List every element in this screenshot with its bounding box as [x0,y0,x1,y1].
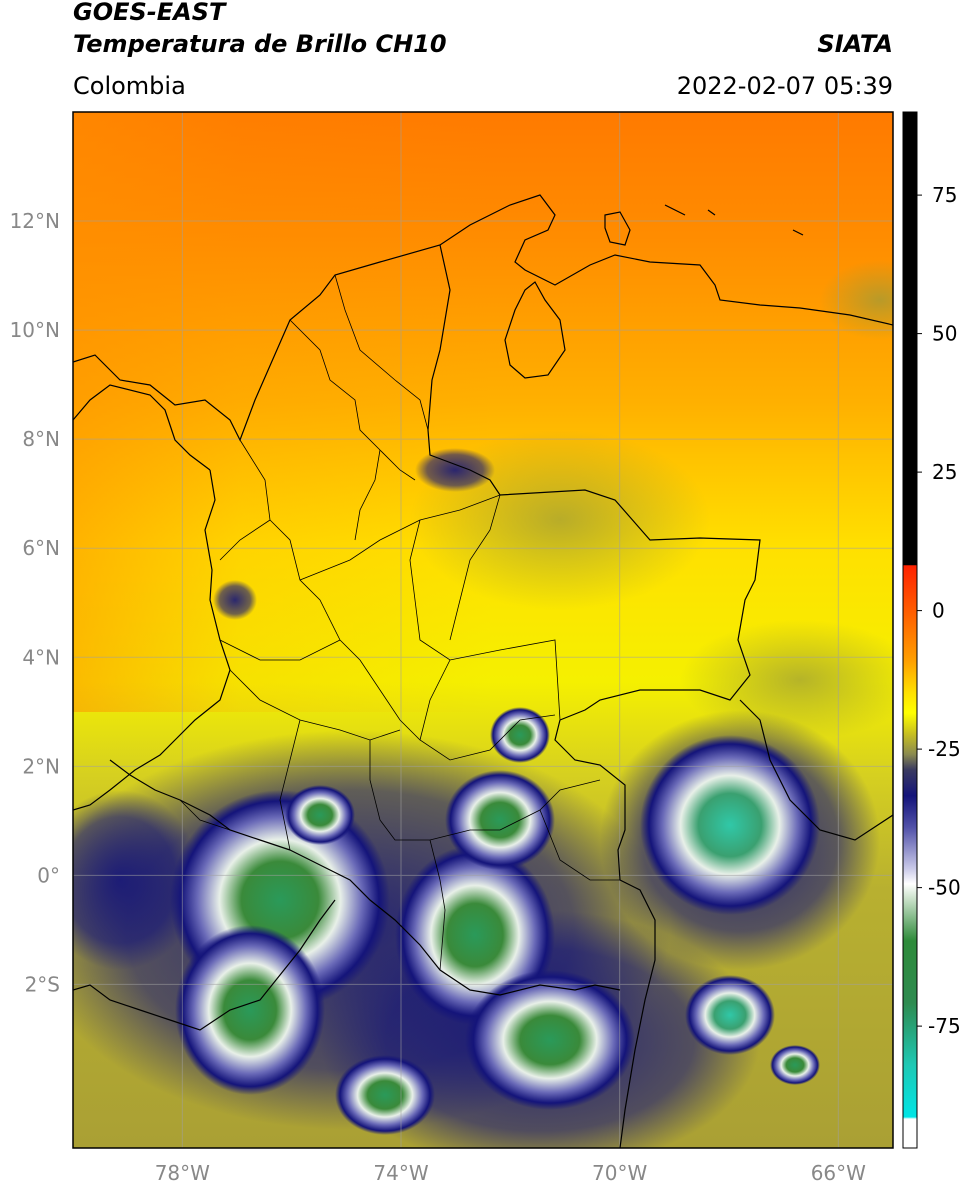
timestamp: 2022-02-07 05:39 [676,72,893,100]
colorbar-tick-label: 50 [932,322,957,346]
colorbar-tick-label: -75 [928,1014,961,1038]
colorbar-tick-label: -50 [928,876,961,900]
lat-tick-label: 2°N [22,754,60,778]
lon-tick-label: 78°W [155,1161,210,1185]
colorbar-ticks: 75 50 25 0 -25 -50 -75 [917,183,961,1038]
colorbar-tick-label: 75 [932,183,957,207]
department-borders [179,274,620,971]
colorbar-tick-label: 0 [932,599,945,623]
lat-tick-label: 2°S [25,972,60,996]
graticule [73,112,893,1148]
lat-tick-label: 12°N [10,209,60,233]
lon-tick-label: 66°W [811,1161,866,1185]
product-title: Temperatura de Brillo CH10 [73,30,447,58]
latitude-labels: 12°N 10°N 8°N 6°N 4°N 2°N 0° 2°S [10,209,60,996]
longitude-labels: 78°W 74°W 70°W 66°W [155,1161,866,1185]
brand-label: SIATA [817,30,893,58]
colorbar: 75 50 25 0 -25 -50 -75 [902,111,961,1149]
lat-tick-label: 4°N [22,645,60,669]
colorbar-tick-label: 25 [932,460,957,484]
lat-tick-label: 10°N [10,318,60,342]
satellite-title: GOES-EAST [73,0,226,26]
lat-tick-label: 8°N [22,427,60,451]
lat-tick-label: 6°N [22,536,60,560]
colorbar-tick-label: -25 [928,737,961,761]
lat-tick-label: 0° [37,863,60,887]
region-label: Colombia [73,72,186,100]
lon-tick-label: 70°W [592,1161,647,1185]
map-frame [72,111,894,1149]
lon-tick-label: 74°W [373,1161,428,1185]
brightness-temperature-field [73,112,893,1148]
